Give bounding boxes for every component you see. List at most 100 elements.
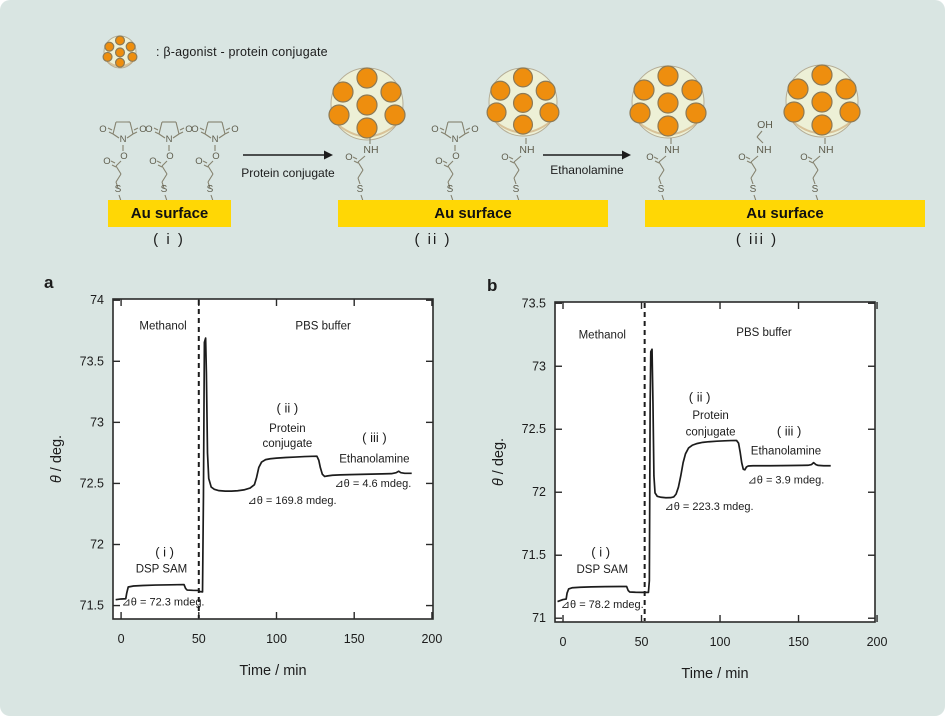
beta-agonist-dot-icon (104, 41, 115, 52)
beta-agonist-dot-icon (512, 114, 534, 135)
svg-text:O: O (231, 124, 238, 135)
chart-annotation: Protein (692, 410, 728, 422)
protein-conjugate-blob (328, 67, 406, 141)
svg-text:S: S (658, 184, 665, 195)
beta-agonist-dot-icon (681, 79, 703, 101)
legend-protein-conjugate-icon (102, 35, 138, 69)
beta-agonist-dot-icon (787, 78, 809, 100)
y-tick-label: 74 (90, 293, 104, 307)
svg-text:S: S (115, 184, 122, 195)
beta-agonist-dot-icon (114, 47, 126, 58)
beta-agonist-dot-icon (685, 102, 707, 124)
chart-annotation: ( i ) (155, 545, 174, 560)
y-tick-label: 73 (90, 415, 104, 429)
beta-agonist-dot-icon (125, 41, 136, 52)
spr-sensorgram-b: 0 50 100 150 200 71 71.5 72 72.5 73 73.5 Methanol PB… (491, 296, 888, 682)
y-tick-label: 72 (532, 485, 546, 499)
beta-agonist-dot-icon (629, 102, 651, 124)
x-tick-label: 200 (421, 632, 442, 646)
chart-annotation: DSP SAM (136, 564, 188, 576)
beta-agonist-dot-icon (811, 114, 833, 136)
chart-annotation: ⊿θ = 3.9 mdeg. (748, 474, 825, 486)
svg-text:O: O (149, 156, 156, 167)
beta-agonist-dot-icon (535, 80, 556, 101)
x-axis-label: Time / min (681, 666, 748, 682)
au-surface-label: Au surface (130, 205, 209, 222)
beta-agonist-dot-icon (486, 102, 507, 123)
beta-agonist-dot-icon (657, 115, 679, 137)
protein-conjugate-blob (486, 67, 560, 137)
panel-letter-a: a (44, 273, 54, 292)
beta-agonist-dot-icon (839, 101, 861, 123)
svg-text:O: O (212, 151, 219, 162)
chart-annotation: PBS buffer (736, 327, 792, 339)
au-surface-bar-iii: Au surface (645, 200, 925, 227)
svg-text:O: O (103, 156, 110, 167)
x-tick-label: 150 (788, 635, 809, 649)
y-tick-label: 72.5 (80, 476, 104, 490)
chart-annotation: PBS buffer (295, 321, 351, 333)
beta-agonist-dot-icon (332, 81, 354, 103)
beta-agonist-dot-icon (356, 94, 378, 116)
beta-agonist-dot-icon (835, 78, 857, 100)
legend-label: : β-agonist - protein conjugate (156, 45, 328, 59)
svg-text:O: O (139, 124, 146, 135)
amide-linked-molecule: NH O S (646, 138, 680, 202)
beta-agonist-dot-icon (490, 80, 511, 101)
plot-area (554, 301, 876, 623)
beta-agonist-dot-icon (127, 51, 138, 62)
y-tick-label: 71 (532, 611, 546, 625)
svg-text:NH: NH (756, 144, 771, 156)
svg-text:O: O (99, 124, 106, 135)
svg-text:O: O (452, 151, 459, 162)
chart-annotation: Methanol (579, 330, 626, 342)
svg-text:NH: NH (664, 144, 679, 156)
beta-agonist-dot-icon (657, 92, 679, 114)
svg-text:O: O (120, 151, 127, 162)
chart-annotation: ( i ) (591, 544, 610, 559)
svg-text:N: N (166, 134, 173, 145)
svg-text:S: S (750, 184, 757, 195)
beta-agonist-dot-icon (328, 104, 350, 126)
beta-agonist-dot-icon (657, 65, 679, 87)
y-tick-label: 71.5 (522, 548, 546, 562)
chart-annotation: DSP SAM (576, 564, 628, 576)
svg-text:O: O (435, 156, 442, 167)
stage-caption-i: ( i ) (153, 231, 185, 248)
beta-agonist-dot-icon (783, 101, 805, 123)
svg-text:N: N (120, 134, 127, 145)
svg-text:O: O (800, 152, 807, 163)
chart-annotation: conjugate (686, 427, 736, 439)
svg-text:O: O (145, 124, 152, 135)
beta-agonist-dot-icon (380, 81, 402, 103)
beta-agonist-dot-icon (633, 79, 655, 101)
svg-text:S: S (357, 184, 364, 195)
x-tick-label: 50 (192, 632, 206, 646)
protein-conjugate-blob (783, 64, 861, 138)
x-tick-label: 0 (560, 635, 567, 649)
svg-text:O: O (471, 124, 478, 135)
chart-annotation: ( ii ) (689, 390, 711, 405)
chart-annotation: Ethanolamine (751, 445, 821, 457)
chart-annotation: ( ii ) (277, 401, 299, 416)
panel-letter-b: b (487, 276, 498, 295)
svg-text:O: O (501, 152, 508, 163)
y-tick-label: 73.5 (80, 354, 104, 368)
y-tick-label: 72 (90, 537, 104, 551)
beta-agonist-dot-icon (356, 117, 378, 139)
reaction-arrow-2 (543, 150, 631, 160)
svg-text:NH: NH (363, 144, 378, 156)
svg-text:S: S (812, 184, 819, 195)
chart-annotation: conjugate (262, 438, 312, 450)
svg-text:O: O (195, 156, 202, 167)
y-tick-label: 71.5 (80, 599, 104, 613)
chart-annotation: ⊿θ = 78.2 mdeg. (561, 599, 644, 611)
protein-conjugate-blob (629, 65, 707, 139)
beta-agonist-dot-icon (384, 104, 406, 126)
x-tick-label: 100 (710, 635, 731, 649)
